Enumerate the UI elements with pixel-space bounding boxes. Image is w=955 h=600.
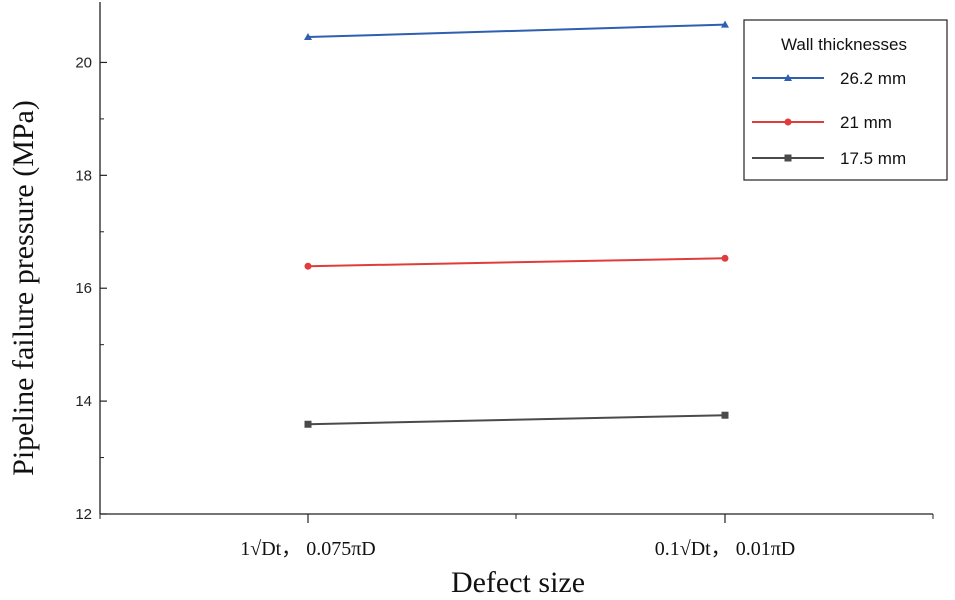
y-tick-label: 14 xyxy=(75,393,92,410)
data-point xyxy=(304,262,312,270)
legend-title: Wall thicknesses xyxy=(781,35,907,54)
data-point xyxy=(721,411,729,419)
y-tick-label: 16 xyxy=(75,280,92,297)
y-axis-title: Pipeline failure pressure (MPa) xyxy=(7,100,40,476)
legend-label: 21 mm xyxy=(840,113,892,132)
x-tick-label: 0.1√Dt， 0.01πD xyxy=(655,538,796,560)
data-point xyxy=(721,20,729,28)
series-line xyxy=(307,23,726,39)
y-tick-label: 18 xyxy=(75,167,92,184)
data-point xyxy=(304,420,312,428)
x-tick-label: 1√Dt， 0.075πD xyxy=(240,538,376,560)
data-point xyxy=(721,254,729,262)
y-tick-label: 20 xyxy=(75,54,92,71)
data-point xyxy=(304,33,312,41)
series-line xyxy=(307,414,726,426)
legend-label: 26.2 mm xyxy=(840,69,906,88)
series-line xyxy=(307,257,726,268)
legend-label: 17.5 mm xyxy=(840,149,906,168)
legend-marker xyxy=(784,154,792,162)
legend-marker xyxy=(784,118,792,126)
legend-marker xyxy=(784,74,792,81)
x-axis-title: Defect size xyxy=(451,566,585,599)
legend-box xyxy=(743,19,948,181)
y-tick-label: 12 xyxy=(75,506,92,523)
